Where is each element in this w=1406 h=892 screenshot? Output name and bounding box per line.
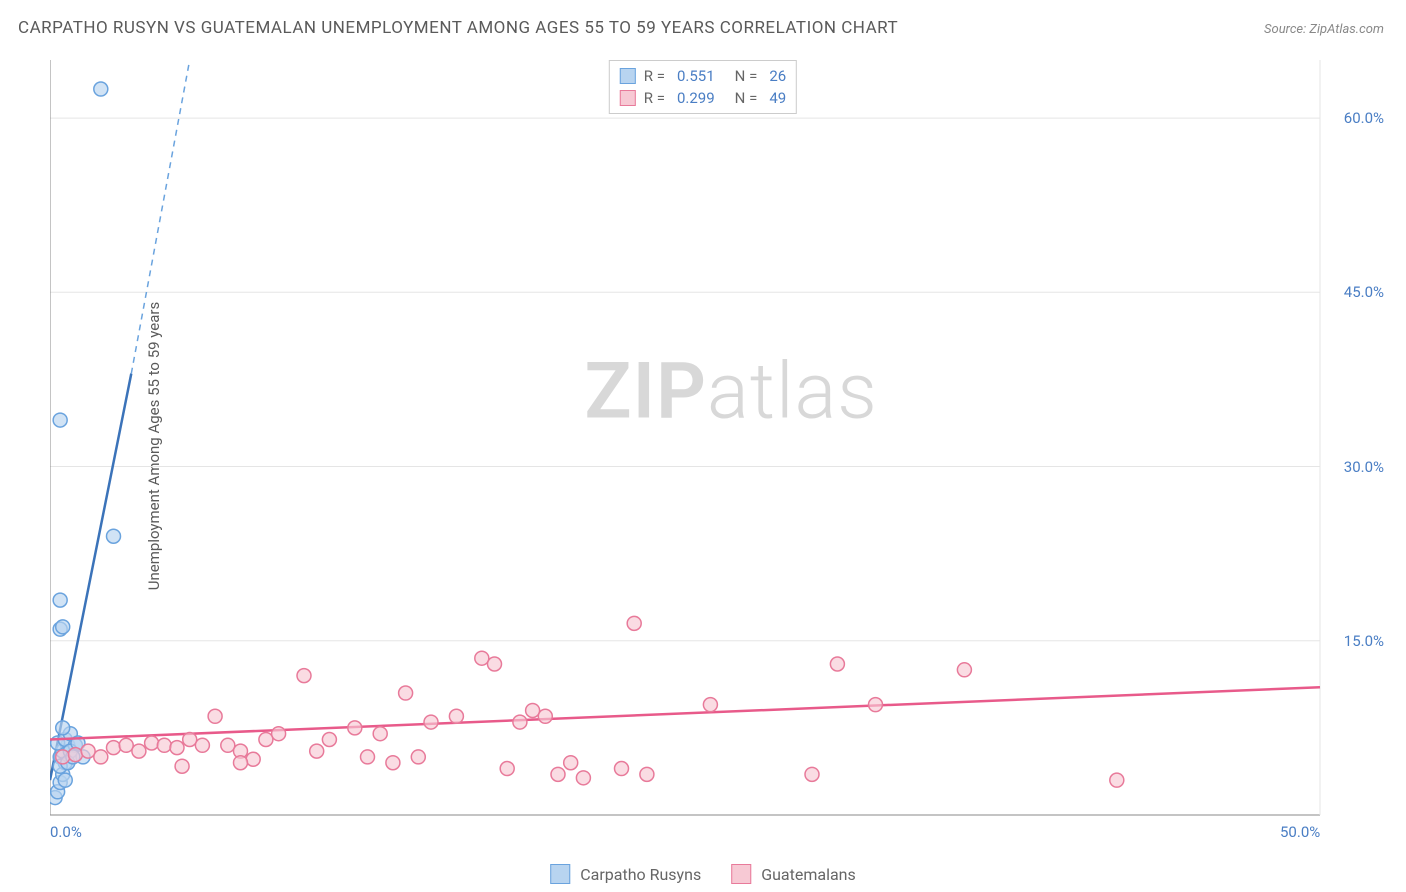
legend-series-label: Carpatho Rusyns	[580, 865, 701, 884]
x-tick-label: 0.0%	[50, 823, 82, 841]
legend-stats-row: R = 0.551 N = 26	[620, 65, 786, 87]
legend-n-label: N =	[735, 67, 758, 85]
y-tick-label: 60.0%	[1344, 109, 1384, 127]
y-tick-label: 45.0%	[1344, 283, 1384, 301]
legend-swatch	[731, 864, 751, 884]
legend-r-value: 0.299	[677, 89, 715, 107]
legend-r-label: R =	[644, 89, 665, 107]
legend-stats-row: R = 0.299 N = 49	[620, 87, 786, 109]
legend-series-item: Carpatho Rusyns	[550, 864, 701, 884]
legend-swatch	[550, 864, 570, 884]
legend-n-label: N =	[735, 89, 758, 107]
legend-r-label: R =	[644, 67, 665, 85]
y-tick-label: 15.0%	[1344, 632, 1384, 650]
legend-n-value: 26	[769, 67, 786, 85]
legend-swatch	[620, 68, 636, 84]
legend-series-item: Guatemalans	[731, 864, 856, 884]
chart-svg	[50, 55, 1380, 850]
legend-stats: R = 0.551 N = 26 R = 0.299 N = 49	[609, 60, 797, 114]
x-tick-label: 50.0%	[1280, 823, 1320, 841]
plot-area	[50, 55, 1380, 850]
legend-series-label: Guatemalans	[761, 865, 856, 884]
chart-title: CARPATHO RUSYN VS GUATEMALAN UNEMPLOYMEN…	[18, 18, 898, 38]
legend-r-value: 0.551	[677, 67, 715, 85]
legend-n-value: 49	[769, 89, 786, 107]
source-attribution: Source: ZipAtlas.com	[1264, 22, 1384, 37]
legend-swatch	[620, 90, 636, 106]
legend-series: Carpatho Rusyns Guatemalans	[550, 864, 856, 884]
y-tick-label: 30.0%	[1344, 458, 1384, 476]
